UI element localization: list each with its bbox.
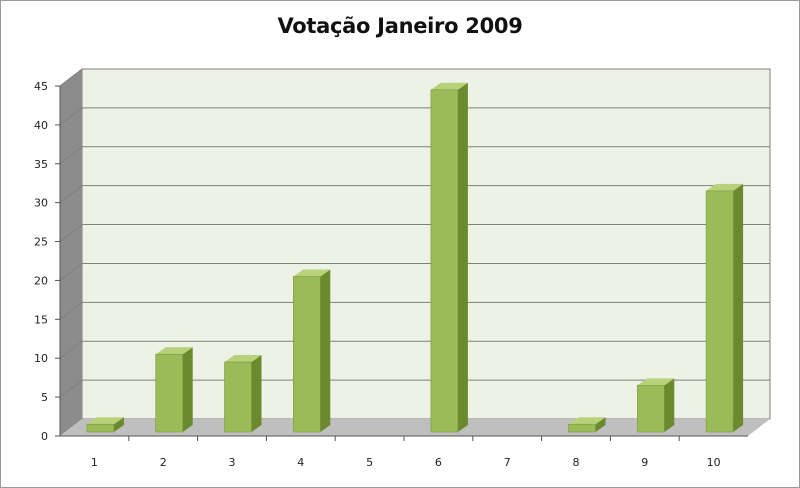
x-axis: 1 2 3 4 5 6 7 8 9 10 xyxy=(60,435,748,469)
bar xyxy=(86,417,124,433)
y-tick-label: 35 xyxy=(34,158,48,171)
gridline-side xyxy=(59,107,83,126)
gridline-side xyxy=(59,263,83,281)
bar xyxy=(292,269,331,433)
x-tick-label: 9 xyxy=(641,456,648,469)
bar-front xyxy=(705,190,734,433)
bar xyxy=(155,347,193,433)
bar-top xyxy=(155,347,193,355)
gridline-side xyxy=(59,68,83,87)
y-axis: 0 5 10 15 20 25 30 35 40 45 xyxy=(34,80,61,443)
y-tick-label: 15 xyxy=(34,313,48,326)
y-tick-label: 0 xyxy=(41,430,48,443)
y-tick-label: 20 xyxy=(34,274,48,287)
y-tick-label: 25 xyxy=(34,236,48,249)
bar-top xyxy=(568,417,606,425)
x-tick-label: 5 xyxy=(366,456,373,469)
bar-top xyxy=(293,269,331,277)
side-wall xyxy=(60,69,82,436)
bar xyxy=(636,378,675,433)
bar-front xyxy=(224,361,252,433)
bar-side xyxy=(182,347,193,432)
y-tick-label: 5 xyxy=(41,391,48,404)
gridline-side xyxy=(59,146,83,165)
bar xyxy=(224,355,262,433)
gridline-side xyxy=(59,185,83,204)
x-tick-label: 7 xyxy=(504,456,511,469)
bar-side xyxy=(251,355,262,432)
bar-front xyxy=(430,89,459,433)
bar-side xyxy=(113,417,124,432)
bar-front xyxy=(155,353,183,433)
bars xyxy=(86,82,744,433)
gridline-side xyxy=(59,301,83,320)
bar-top xyxy=(86,417,124,425)
x-tick-label: 2 xyxy=(160,456,167,469)
x-tick-label: 3 xyxy=(229,456,236,469)
gridline-side xyxy=(59,224,83,242)
bar-side xyxy=(733,183,744,432)
bar-side xyxy=(457,82,468,433)
bar-top xyxy=(637,378,675,386)
y-tick-label: 45 xyxy=(34,80,48,93)
chart-title: Votação Janeiro 2009 xyxy=(277,14,523,38)
x-tick-label: 10 xyxy=(707,456,721,469)
bar-side xyxy=(320,269,331,432)
gridlines xyxy=(59,68,770,398)
bar-top xyxy=(430,82,468,90)
y-tick-label: 30 xyxy=(34,197,48,210)
y-tick-label: 40 xyxy=(34,119,48,132)
x-tick-label: 1 xyxy=(91,456,98,469)
bar-front xyxy=(636,385,665,433)
x-tick-label: 4 xyxy=(297,456,304,469)
gridline-side xyxy=(59,379,83,398)
bar-top xyxy=(224,355,262,362)
bar-top xyxy=(706,183,744,191)
x-tick-label: 8 xyxy=(573,456,580,469)
bar-front xyxy=(568,423,596,433)
bar-side xyxy=(664,378,675,432)
gridline-side xyxy=(59,340,83,359)
x-tick-label: 6 xyxy=(435,456,442,469)
bar xyxy=(705,183,744,433)
bar-front xyxy=(86,423,115,433)
bar-front xyxy=(292,276,321,433)
bar xyxy=(430,82,468,433)
bar-side xyxy=(595,417,606,432)
y-tick-label: 10 xyxy=(34,352,48,365)
bar xyxy=(568,417,606,433)
